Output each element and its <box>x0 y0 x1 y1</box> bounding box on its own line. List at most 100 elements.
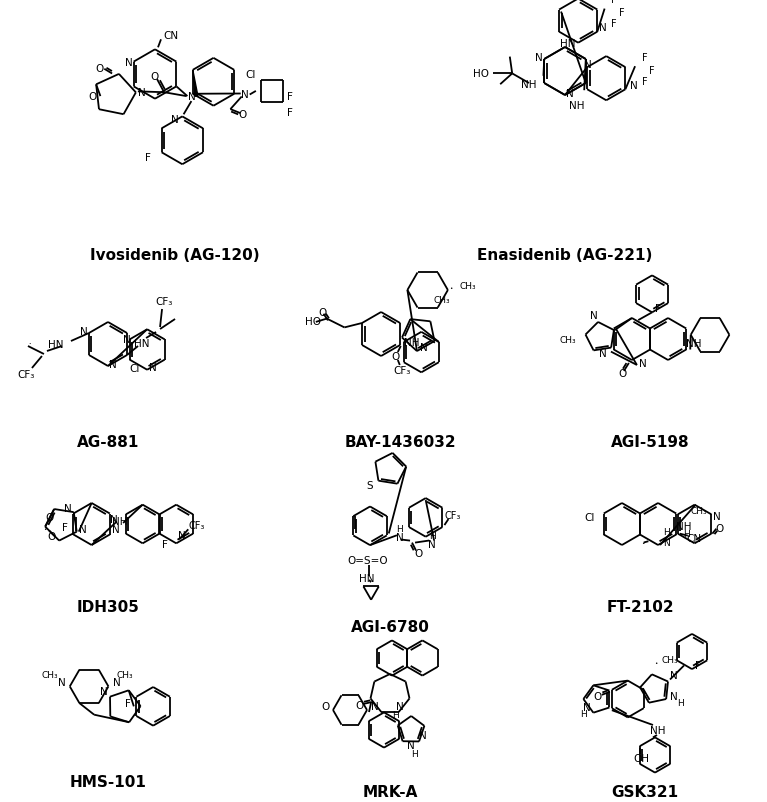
Text: FT-2102: FT-2102 <box>606 599 674 614</box>
Text: Enasidenib (AG-221): Enasidenib (AG-221) <box>477 248 653 263</box>
Text: CF₃: CF₃ <box>444 510 461 520</box>
Text: O: O <box>392 351 400 362</box>
Text: F: F <box>126 698 131 708</box>
Text: N: N <box>599 348 607 358</box>
Text: OH: OH <box>634 753 650 764</box>
Text: F: F <box>642 76 647 87</box>
Text: N: N <box>371 701 379 711</box>
Text: NH: NH <box>522 80 537 90</box>
Text: CN: CN <box>686 533 702 543</box>
Text: F: F <box>611 0 617 5</box>
Text: NH: NH <box>404 338 420 348</box>
Text: Cl: Cl <box>130 363 140 373</box>
Text: CF₃: CF₃ <box>156 297 173 306</box>
Text: N: N <box>150 363 157 372</box>
Text: CF₃: CF₃ <box>188 520 205 531</box>
Text: NH: NH <box>112 516 127 526</box>
Text: N: N <box>535 53 543 63</box>
Text: N: N <box>138 88 146 99</box>
Text: HN: HN <box>359 573 374 584</box>
Text: HO: HO <box>304 317 321 326</box>
Text: AGI-6780: AGI-6780 <box>351 619 430 634</box>
Text: O: O <box>414 548 422 558</box>
Text: CF₃: CF₃ <box>393 366 410 375</box>
Text: N: N <box>79 524 87 534</box>
Text: N: N <box>172 115 179 125</box>
Text: CH₃: CH₃ <box>690 507 707 516</box>
Text: O: O <box>45 512 53 522</box>
Text: N: N <box>125 58 133 67</box>
Text: NH: NH <box>676 522 692 532</box>
Text: NH: NH <box>650 725 666 735</box>
Text: F: F <box>695 660 701 670</box>
Text: N: N <box>566 89 574 99</box>
Text: O: O <box>88 92 97 102</box>
Text: •: • <box>171 320 173 323</box>
Text: O: O <box>318 308 327 318</box>
Text: O: O <box>47 531 55 541</box>
Text: AGI-5198: AGI-5198 <box>611 435 690 449</box>
Text: N: N <box>109 359 117 370</box>
Text: CH₃: CH₃ <box>559 335 576 345</box>
Text: O: O <box>239 110 246 120</box>
Text: BAY-1436032: BAY-1436032 <box>344 435 456 449</box>
Text: N: N <box>80 326 88 337</box>
Text: NH: NH <box>569 100 584 111</box>
Text: N: N <box>241 89 249 99</box>
Text: CH₃: CH₃ <box>433 296 450 305</box>
Text: N: N <box>428 539 436 549</box>
Text: HN: HN <box>560 39 575 50</box>
Text: H: H <box>411 749 418 758</box>
Text: Ivosidenib (AG-120): Ivosidenib (AG-120) <box>91 248 260 263</box>
Text: N: N <box>58 678 66 687</box>
Text: N: N <box>407 740 414 751</box>
Text: CN: CN <box>163 31 178 41</box>
Text: F: F <box>619 8 624 18</box>
Text: CH₃: CH₃ <box>460 282 476 291</box>
Text: •: • <box>44 526 47 532</box>
Text: CF₃: CF₃ <box>18 370 35 379</box>
Text: NH: NH <box>686 339 702 349</box>
Text: GSK321: GSK321 <box>611 784 679 799</box>
Text: N: N <box>64 504 71 514</box>
Text: O: O <box>321 701 329 711</box>
Text: N: N <box>112 525 120 535</box>
Text: Cl: Cl <box>584 512 595 523</box>
Text: CH₃: CH₃ <box>662 655 679 664</box>
Text: N: N <box>670 691 678 701</box>
Text: N: N <box>123 334 131 345</box>
Text: •: • <box>654 660 657 665</box>
Text: N: N <box>590 310 598 321</box>
Text: H: H <box>429 531 436 540</box>
Text: F: F <box>288 92 293 102</box>
Text: O: O <box>619 368 627 379</box>
Text: HO: HO <box>473 69 489 79</box>
Text: MRK-A: MRK-A <box>362 784 418 799</box>
Text: H: H <box>396 525 403 534</box>
Text: H: H <box>683 529 690 538</box>
Text: F: F <box>288 107 293 118</box>
Text: N: N <box>584 60 591 70</box>
Text: N: N <box>713 512 721 521</box>
Text: O: O <box>150 72 158 82</box>
Text: CH₃: CH₃ <box>41 670 58 679</box>
Text: O: O <box>95 63 104 74</box>
Text: HN: HN <box>48 339 64 350</box>
Text: HMS-101: HMS-101 <box>70 774 146 789</box>
Text: IDH305: IDH305 <box>77 599 140 614</box>
Polygon shape <box>193 71 198 97</box>
Text: AG-881: AG-881 <box>77 435 139 449</box>
Text: N: N <box>420 342 428 353</box>
Text: CH₃: CH₃ <box>116 670 133 679</box>
Text: F: F <box>145 153 150 163</box>
Text: N: N <box>187 92 196 102</box>
Text: N: N <box>584 702 591 712</box>
Text: H: H <box>580 709 587 719</box>
Text: O=S=O: O=S=O <box>347 556 388 565</box>
Text: H
N: H N <box>663 528 670 547</box>
Text: O: O <box>715 523 723 533</box>
Text: N: N <box>600 22 607 33</box>
Text: F: F <box>655 304 661 314</box>
Text: Cl: Cl <box>245 70 255 80</box>
Text: N: N <box>179 531 186 541</box>
